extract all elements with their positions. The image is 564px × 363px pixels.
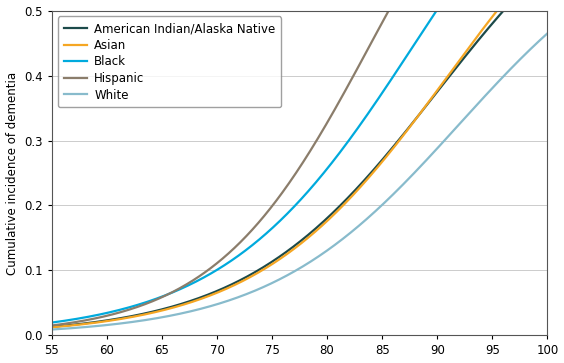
Asian <box>287 250 293 254</box>
Black <box>316 175 323 180</box>
Line: Black: Black <box>52 0 547 323</box>
Y-axis label: Cumulative incidence of dementia: Cumulative incidence of dementia <box>6 72 19 274</box>
American Indian/Alaska Native <box>316 223 323 227</box>
White <box>532 42 539 46</box>
White <box>284 273 290 278</box>
Hispanic <box>343 86 350 90</box>
Legend: American Indian/Alaska Native, Asian, Black, Hispanic, White: American Indian/Alaska Native, Asian, Bl… <box>58 16 281 107</box>
Black <box>49 321 55 325</box>
White <box>544 31 550 36</box>
Asian <box>284 252 290 256</box>
Hispanic <box>287 179 293 184</box>
White <box>287 272 293 276</box>
Hispanic <box>316 133 323 137</box>
White <box>343 233 350 238</box>
Black <box>287 209 293 213</box>
Black <box>284 212 290 216</box>
American Indian/Alaska Native <box>49 325 55 329</box>
American Indian/Alaska Native <box>284 249 290 253</box>
Asian <box>316 225 323 230</box>
Line: Asian: Asian <box>52 0 547 327</box>
Line: American Indian/Alaska Native: American Indian/Alaska Native <box>52 0 547 327</box>
Asian <box>343 200 350 204</box>
Asian <box>49 325 55 330</box>
Line: White: White <box>52 33 547 330</box>
White <box>49 327 55 332</box>
American Indian/Alaska Native <box>455 63 461 68</box>
Hispanic <box>284 184 290 188</box>
White <box>455 123 461 128</box>
American Indian/Alaska Native <box>343 197 350 201</box>
Line: Hispanic: Hispanic <box>52 0 547 326</box>
American Indian/Alaska Native <box>287 247 293 251</box>
White <box>316 253 323 258</box>
Black <box>343 141 350 146</box>
Asian <box>455 60 461 65</box>
Hispanic <box>49 323 55 328</box>
